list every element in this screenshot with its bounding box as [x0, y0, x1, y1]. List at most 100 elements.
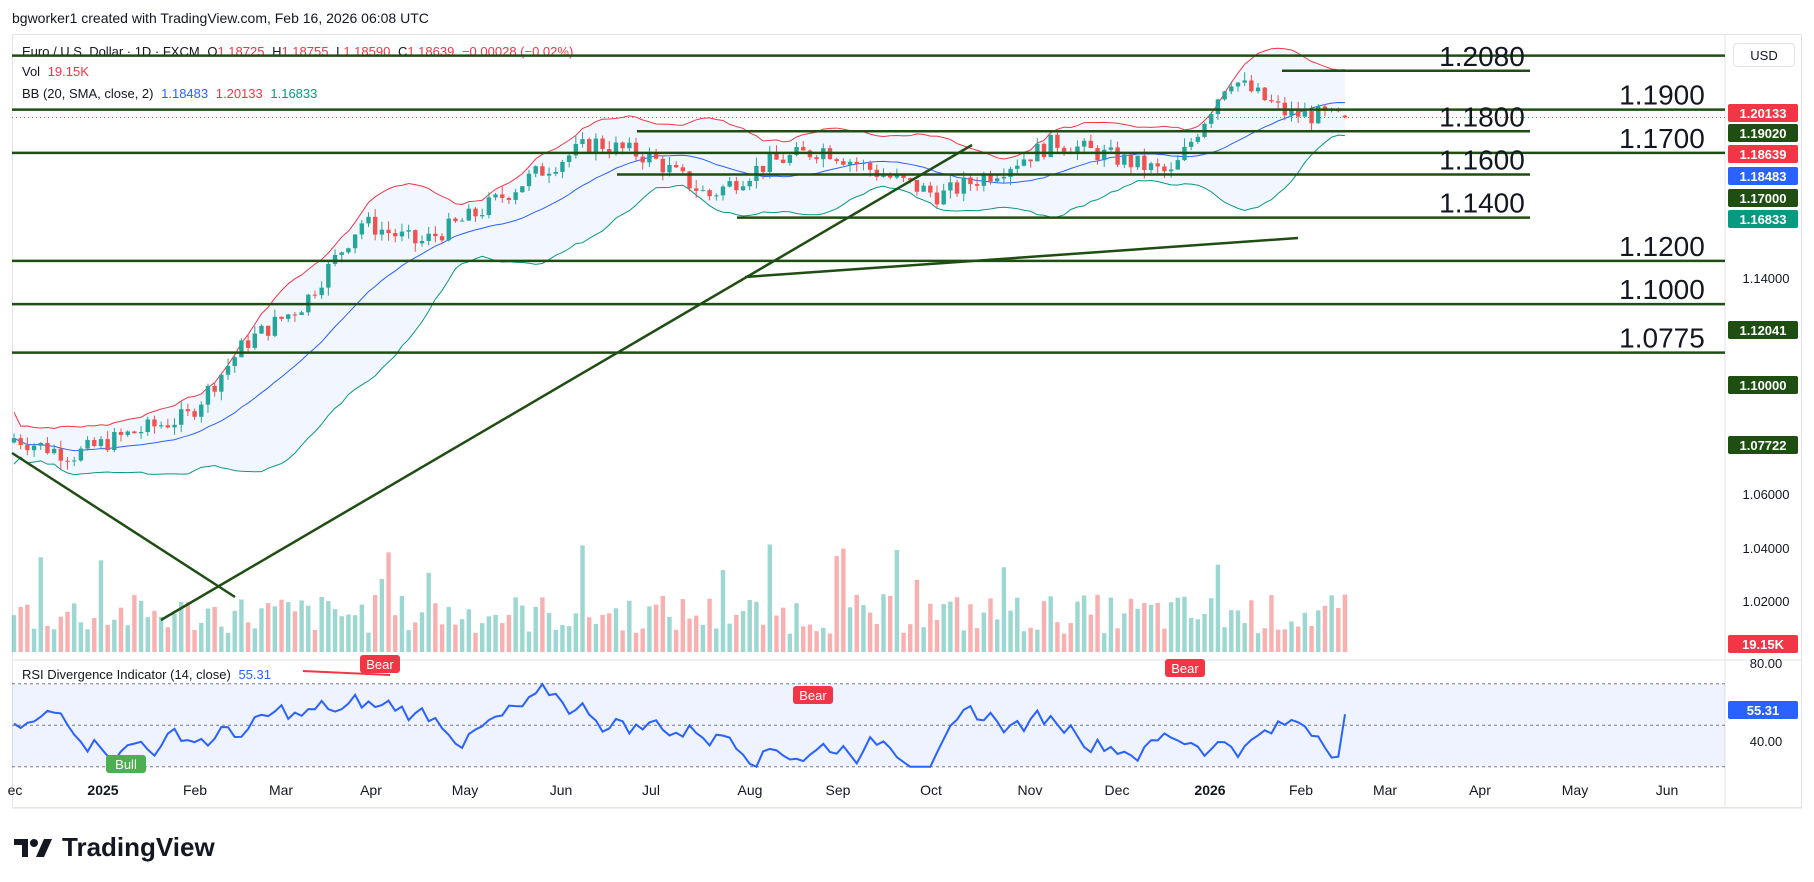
signal-label: Bear [1171, 661, 1199, 676]
candle-body [961, 177, 966, 194]
volume-bar [714, 628, 719, 652]
candle-body [513, 192, 518, 200]
volume-bar [92, 618, 97, 652]
volume-bar [720, 570, 726, 652]
candle-body [854, 161, 859, 164]
volume-bar [379, 579, 385, 652]
volume-bar [734, 614, 739, 652]
candle-body [546, 173, 552, 176]
level-label: 1.0775 [1619, 323, 1705, 354]
volume-bar [199, 622, 204, 652]
candle-body [921, 185, 926, 192]
candle-body [199, 404, 204, 417]
volume-bar [968, 604, 973, 652]
volume-bar [312, 630, 318, 652]
candle-body [1222, 91, 1227, 100]
candle-body [607, 149, 612, 154]
candle-body [1229, 86, 1234, 92]
volume-legend[interactable]: Vol 19.15K [22, 64, 93, 80]
candle-body [928, 185, 933, 193]
candle-body [1001, 176, 1007, 179]
currency-button[interactable]: USD [1733, 43, 1795, 67]
volume-bar [513, 597, 518, 652]
candle-body [1168, 169, 1174, 172]
volume-bar [1195, 619, 1201, 652]
volume-bar [232, 610, 237, 652]
volume-bar [700, 624, 706, 652]
volume-bar [466, 609, 472, 652]
signal-badge [360, 655, 400, 673]
signal-label: Bear [799, 688, 827, 703]
rsi-value: 55.31 [238, 667, 271, 682]
candle-body [38, 442, 43, 446]
bb-upper-line [13, 47, 1346, 429]
candle-body [1148, 163, 1154, 171]
candle-body [506, 197, 512, 200]
candle-body [479, 215, 485, 217]
volume-bar [1008, 610, 1013, 652]
rsi-legend[interactable]: RSI Divergence Indicator (14, close) 55.… [22, 667, 275, 683]
candle-body [299, 312, 304, 315]
bb-legend[interactable]: BB (20, SMA, close, 2) 1.18483 1.20133 1… [22, 86, 321, 102]
candle-body [934, 192, 940, 205]
time-axis-tick: Nov [1018, 782, 1043, 798]
signal-label: Bull [115, 757, 137, 772]
volume-bar [1081, 595, 1087, 652]
volume-bar [633, 632, 639, 652]
rsi-band [12, 683, 1725, 767]
volume-bar [673, 629, 679, 652]
volume-bar [1122, 613, 1127, 652]
candle-body [1188, 141, 1194, 147]
volume-bar [406, 630, 411, 652]
tradingview-logo[interactable]: TradingView [14, 832, 215, 863]
price-axis-tick: 1.14000 [1743, 271, 1790, 286]
close-label: C [397, 44, 408, 59]
candle-body [1316, 106, 1321, 124]
candle-body [332, 254, 338, 264]
volume-bar [887, 595, 893, 652]
volume-bar [834, 556, 839, 652]
candle-body [620, 142, 625, 149]
volume-bar [158, 616, 164, 652]
candle-body [132, 431, 137, 434]
volume-bar [165, 627, 171, 652]
candle-body [446, 218, 451, 241]
candle-body [346, 248, 351, 253]
candle-body [1135, 155, 1140, 168]
volume-bar [479, 623, 485, 652]
volume-bar [138, 600, 144, 652]
volume-bar [71, 603, 77, 652]
bb-label: BB (20, SMA, close, 2) [22, 86, 154, 101]
volume-bar [934, 619, 940, 652]
candle-body [172, 424, 177, 428]
volume-bar [1108, 597, 1114, 652]
volume-bar [38, 557, 43, 652]
volume-bar [660, 595, 665, 652]
candle-body [1028, 159, 1033, 162]
volume-bar [332, 609, 338, 652]
candle-body [914, 180, 920, 192]
rsi-label: RSI Divergence Indicator (14, close) [22, 667, 231, 682]
price-badge [1728, 145, 1798, 163]
time-axis-tick: Mar [1373, 782, 1397, 798]
candle-body [981, 174, 987, 186]
candle-body [252, 333, 257, 348]
price-axis-tick: 1.02000 [1743, 594, 1790, 609]
time-axis-tick: Jul [642, 782, 660, 798]
candle-body [540, 166, 545, 176]
volume-bar [1001, 567, 1007, 652]
candle-body [212, 385, 217, 392]
candle-body [165, 425, 171, 428]
volume-bar [1135, 608, 1140, 652]
volume-bar [493, 614, 498, 652]
volume-bar [1262, 628, 1267, 652]
volume-bar [11, 615, 17, 652]
volume-bar [112, 619, 117, 652]
price-badge-label: 1.16833 [1740, 212, 1787, 227]
candle-body [112, 431, 117, 451]
candle-body [787, 154, 793, 163]
volume-bar [787, 633, 793, 652]
volume-bar [620, 630, 625, 652]
candle-body [1048, 134, 1053, 158]
